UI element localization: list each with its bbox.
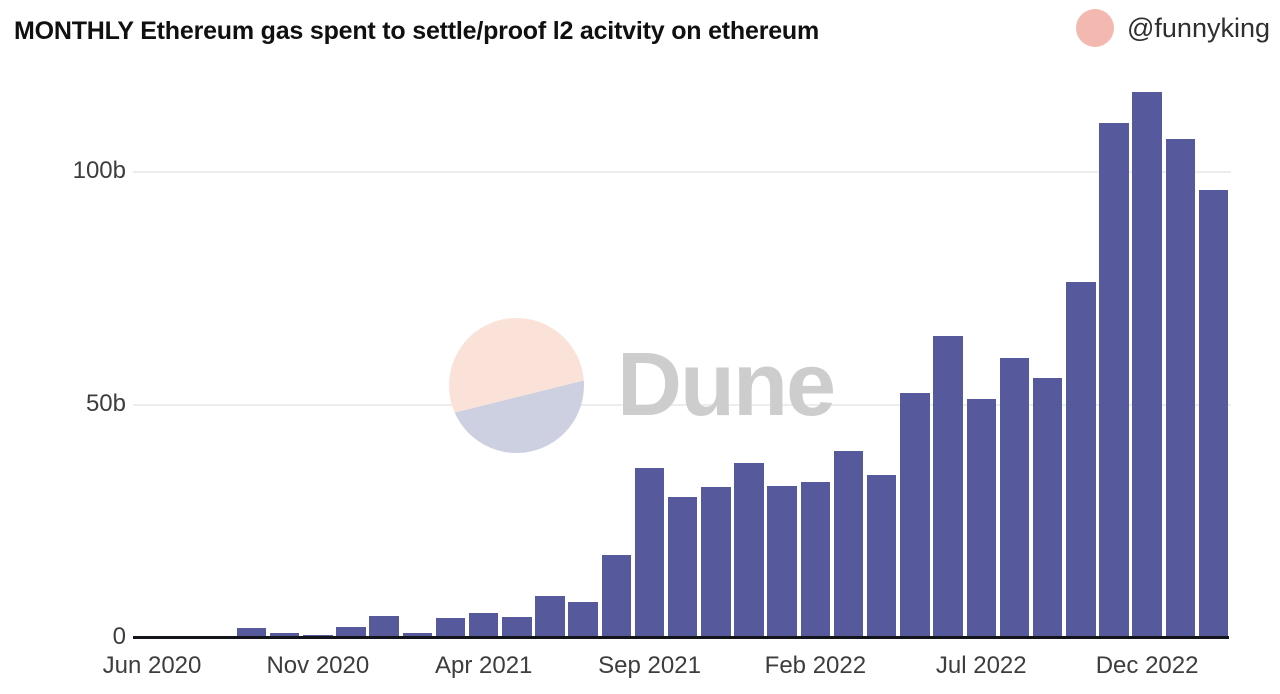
bar[interactable] [999, 358, 1030, 638]
x-axis-tick-label: Sep 2021 [598, 652, 701, 679]
y-axis-tick-label: 0 [112, 623, 126, 650]
x-axis-tick-label: Feb 2022 [764, 652, 867, 679]
chart-title: MONTHLY Ethereum gas spent to settle/pro… [14, 17, 820, 45]
bar[interactable] [767, 486, 797, 638]
bar[interactable] [800, 481, 831, 638]
y-axis-tick-label: 50b [85, 390, 126, 417]
bar[interactable] [1198, 190, 1229, 638]
x-axis-tick-label: Dec 2022 [1095, 652, 1199, 679]
x-axis-tick-label: Apr 2021 [434, 652, 533, 679]
bar[interactable] [1032, 377, 1063, 638]
bar[interactable] [900, 393, 930, 638]
bar[interactable] [1099, 122, 1129, 638]
bar[interactable] [601, 555, 632, 638]
bar[interactable] [634, 467, 665, 638]
bar[interactable] [734, 463, 764, 638]
dune-watermark-text: Dune [617, 335, 836, 435]
bar[interactable] [1066, 281, 1096, 638]
bar[interactable] [236, 627, 267, 638]
bar[interactable] [1165, 138, 1196, 638]
x-axis-tick-label: Nov 2020 [266, 652, 370, 679]
bar[interactable] [966, 398, 996, 638]
bar[interactable] [402, 633, 433, 638]
x-axis-tick-label: Jul 2022 [935, 652, 1027, 679]
author-badge[interactable]: @funnyking [1076, 9, 1270, 47]
y-gridline [133, 404, 1231, 406]
dune-logo-icon [449, 318, 584, 453]
bar[interactable] [369, 616, 399, 638]
bar[interactable] [701, 487, 731, 638]
bar[interactable] [468, 613, 499, 638]
bar[interactable] [667, 496, 698, 638]
author-handle: @funnyking [1127, 13, 1270, 43]
bar[interactable] [435, 617, 466, 638]
bar[interactable] [269, 633, 300, 638]
bar[interactable] [568, 602, 598, 638]
y-gridline [133, 171, 1231, 173]
x-axis-line [133, 636, 1229, 639]
bar[interactable] [1132, 92, 1162, 638]
y-axis-tick-label: 100b [72, 157, 126, 184]
bar[interactable] [933, 336, 963, 638]
bar[interactable] [535, 596, 565, 638]
bar[interactable] [866, 474, 897, 638]
x-axis-tick-label: Jun 2020 [102, 652, 202, 679]
bar[interactable] [833, 450, 864, 638]
bar[interactable] [336, 627, 366, 638]
bar[interactable] [502, 616, 532, 638]
author-avatar-icon [1076, 9, 1114, 47]
